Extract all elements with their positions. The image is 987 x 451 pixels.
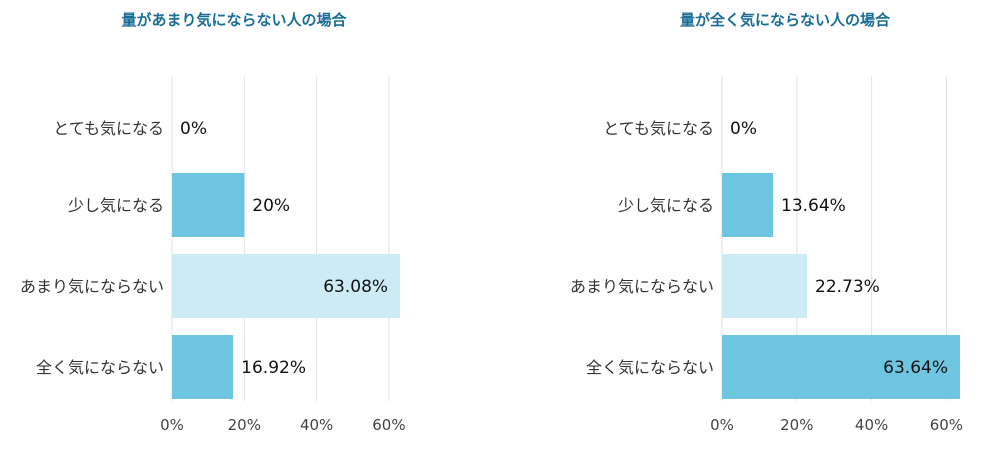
chart-title: 量があまり気にならない人の場合 bbox=[121, 11, 347, 29]
value-label: 0% bbox=[180, 119, 207, 139]
value-label: 63.64% bbox=[883, 358, 948, 378]
category-label: 少し気になる bbox=[68, 196, 164, 215]
bar bbox=[722, 173, 774, 237]
chart-left: 量があまり気にならない人の場合 0% 20% 40% 60% とても気になる 0% 少し気にな… bbox=[20, 11, 406, 434]
category-label: あまり気にならない bbox=[570, 277, 714, 296]
value-label: 63.08% bbox=[323, 277, 388, 297]
value-label: 13.64% bbox=[781, 196, 846, 216]
category-label: 全く気にならない bbox=[36, 358, 164, 377]
bar bbox=[172, 335, 234, 399]
bar bbox=[722, 335, 960, 399]
value-label: 16.92% bbox=[241, 358, 306, 378]
category-label: とても気になる bbox=[603, 119, 714, 138]
category-label: 少し気になる bbox=[618, 196, 714, 215]
x-tick-label: 20% bbox=[228, 416, 261, 434]
x-tick-label: 0% bbox=[710, 416, 734, 434]
bar bbox=[172, 254, 401, 318]
category-label: あまり気にならない bbox=[20, 277, 164, 296]
bar bbox=[172, 173, 245, 237]
chart-right: 量が全く気にならない人の場合 0% 20% 40% 60% とても気になる 0% 少し気になる… bbox=[570, 11, 963, 434]
category-label: とても気になる bbox=[53, 119, 164, 138]
x-tick-label: 60% bbox=[930, 416, 963, 434]
x-tick-label: 60% bbox=[372, 416, 405, 434]
category-label: 全く気にならない bbox=[586, 358, 714, 377]
x-tick-label: 20% bbox=[780, 416, 813, 434]
bar bbox=[722, 254, 808, 318]
value-label: 22.73% bbox=[815, 277, 880, 297]
x-tick-label: 0% bbox=[160, 416, 184, 434]
value-label: 0% bbox=[730, 119, 757, 139]
chart-title: 量が全く気にならない人の場合 bbox=[680, 11, 891, 29]
value-label: 20% bbox=[252, 196, 290, 216]
x-tick-label: 40% bbox=[855, 416, 888, 434]
x-tick-label: 40% bbox=[300, 416, 333, 434]
